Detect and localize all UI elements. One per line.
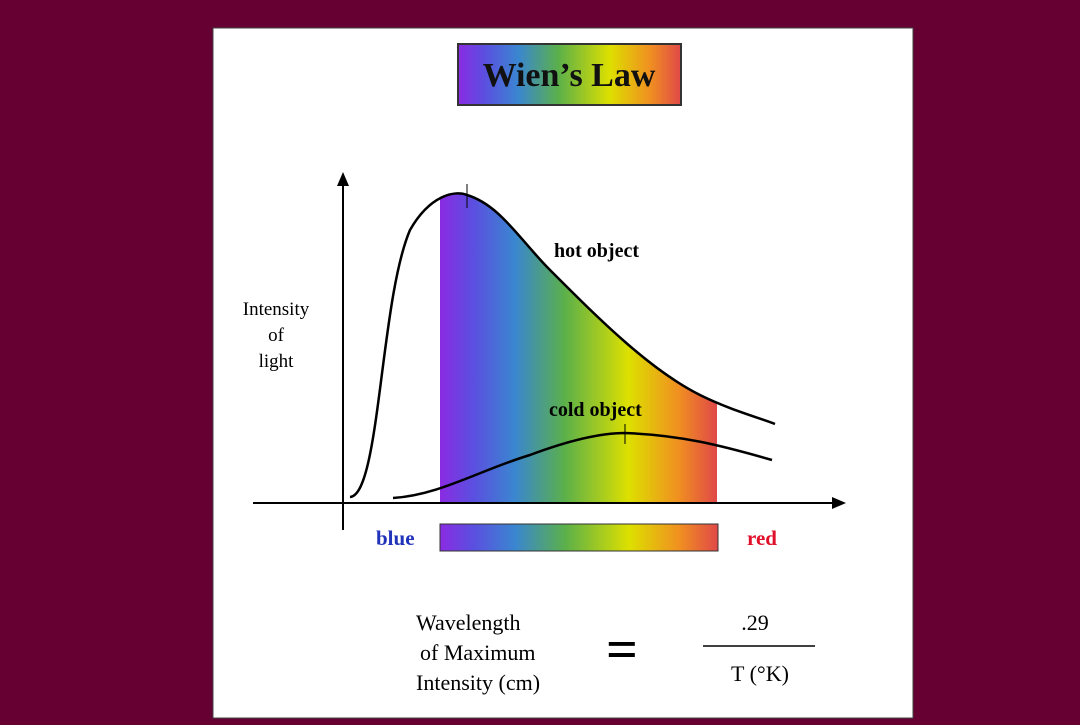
numerator: .29 bbox=[741, 610, 769, 635]
color-bar bbox=[439, 523, 719, 552]
cold-curve bbox=[392, 431, 773, 500]
hot-curve bbox=[349, 192, 776, 499]
y-arrow bbox=[337, 172, 349, 186]
spectrum-left: blue bbox=[376, 526, 415, 550]
y-label: Intensity bbox=[243, 299, 310, 320]
title-box bbox=[457, 43, 682, 106]
formula-lhs: Intensity (cm) bbox=[416, 670, 540, 695]
curve-label: cold object bbox=[549, 399, 642, 421]
equals: = bbox=[606, 619, 638, 681]
y-label: of bbox=[268, 325, 285, 346]
formula-lhs: Wavelength bbox=[416, 610, 521, 635]
x-arrow bbox=[832, 497, 846, 509]
title: Wien’s Law bbox=[483, 57, 656, 94]
formula-lhs: of Maximum bbox=[420, 640, 536, 665]
y-label: light bbox=[259, 351, 295, 372]
spectrum-right: red bbox=[747, 526, 777, 550]
denominator: T (°K) bbox=[731, 661, 789, 686]
curve-label: hot object bbox=[554, 240, 639, 262]
